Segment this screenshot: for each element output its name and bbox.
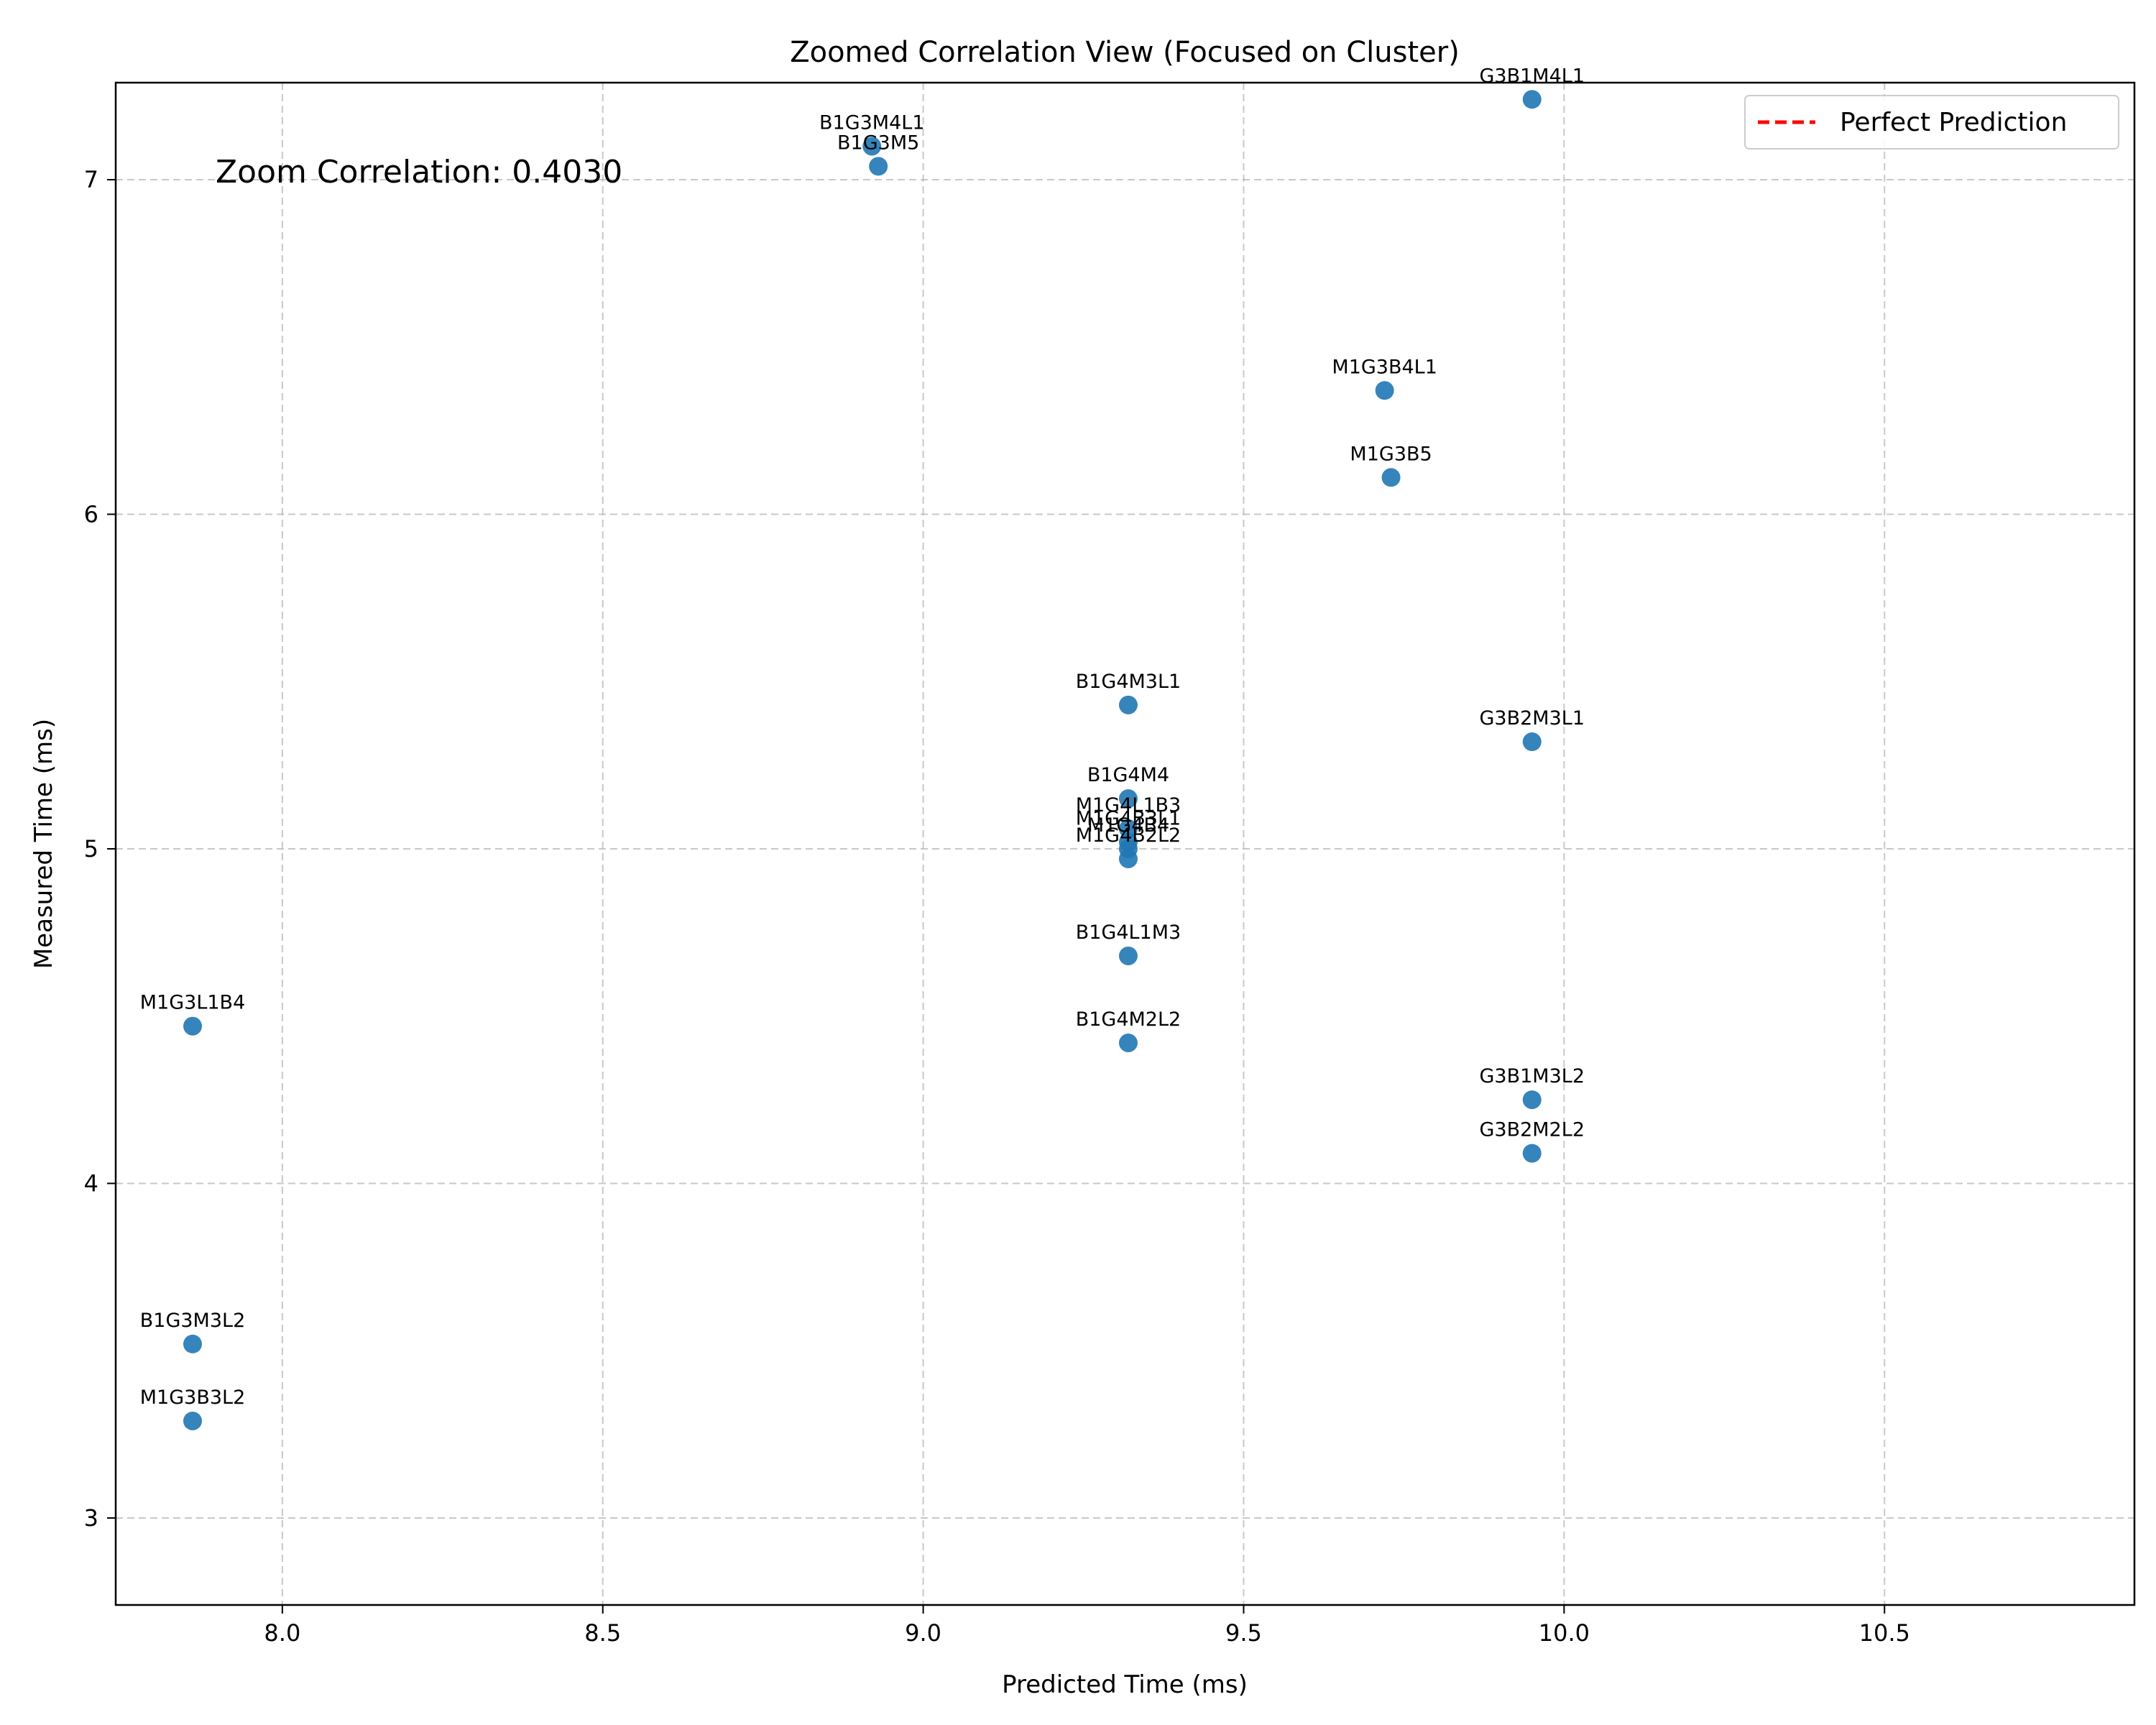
- point-label: B1G4M3L1: [1076, 671, 1181, 693]
- legend-label: Perfect Prediction: [1840, 108, 2067, 137]
- plot-frame: [114, 81, 2136, 1606]
- correlation-annotation: Zoom Correlation: 0.4030: [216, 154, 622, 190]
- data-point: [1118, 1033, 1138, 1052]
- point-label: B1G3M4L1: [819, 111, 925, 134]
- data-point: [1522, 732, 1542, 752]
- data-point: [862, 137, 882, 156]
- grid-lines: [116, 83, 2134, 1605]
- data-point: [1522, 1144, 1542, 1163]
- data-point: [183, 1411, 203, 1430]
- data-point: [1118, 946, 1138, 965]
- point-label: G3B1M4L1: [1480, 65, 1585, 87]
- point-label: M1G4L1B3: [1076, 794, 1181, 816]
- y-tick-label: 7: [84, 166, 98, 193]
- y-tick-label: 5: [84, 835, 98, 862]
- point-label: B1G4M2L2: [1076, 1008, 1181, 1031]
- point-label: G3B1M3L2: [1480, 1065, 1585, 1087]
- data-point: [183, 1334, 203, 1353]
- point-label: G3B2M3L1: [1480, 707, 1585, 730]
- y-tick-label: 6: [84, 500, 98, 528]
- x-axis-label: Predicted Time (ms): [1002, 1670, 1248, 1699]
- data-point: [183, 1016, 203, 1036]
- x-tick-label: 8.5: [584, 1619, 621, 1647]
- y-axis-ticks: 3 4 5 6 7: [84, 166, 116, 1532]
- data-point: [1118, 819, 1138, 839]
- x-tick-label: 10.5: [1859, 1619, 1910, 1647]
- point-label: M1G4B4: [1087, 814, 1169, 837]
- data-point: [869, 157, 888, 176]
- point-label: M1G4B2L2: [1076, 824, 1181, 847]
- data-point: [1522, 1090, 1542, 1110]
- x-tick-label: 8.0: [264, 1619, 300, 1647]
- y-tick-label: 4: [84, 1169, 98, 1197]
- point-label: B1G3M3L2: [140, 1310, 246, 1332]
- point-label: M1G3B3L2: [140, 1386, 246, 1409]
- legend: Perfect Prediction: [1744, 95, 2119, 150]
- data-point: [1375, 381, 1394, 400]
- data-points: [183, 90, 1542, 1430]
- chart-title: Zoomed Correlation View (Focused on Clus…: [790, 36, 1460, 69]
- x-axis-ticks: 8.0 8.5 9.0 9.5 10.0 10.5: [264, 1605, 1910, 1647]
- data-point: [1118, 849, 1138, 868]
- data-point: [1522, 90, 1542, 109]
- x-tick-label: 10.0: [1539, 1619, 1590, 1647]
- y-tick-label: 3: [84, 1504, 98, 1532]
- point-label: G3B2M2L2: [1480, 1119, 1585, 1141]
- point-label: B1G3M5: [837, 132, 919, 154]
- x-tick-label: 9.0: [905, 1619, 941, 1647]
- point-label: M1G3B5: [1350, 443, 1432, 465]
- data-point: [1118, 789, 1138, 809]
- data-point: [1381, 468, 1401, 487]
- legend-box: [1744, 95, 2119, 150]
- point-label: B1G4L1M3: [1076, 921, 1181, 944]
- data-point: [1118, 695, 1138, 714]
- point-label: M1G3B4L1: [1332, 356, 1437, 378]
- point-label: M1G4B3L1: [1076, 808, 1181, 830]
- x-tick-label: 9.5: [1225, 1619, 1262, 1647]
- y-axis-label: Measured Time (ms): [29, 719, 58, 969]
- point-label: B1G4M4: [1087, 764, 1169, 786]
- point-label: M1G3L1B4: [140, 992, 246, 1014]
